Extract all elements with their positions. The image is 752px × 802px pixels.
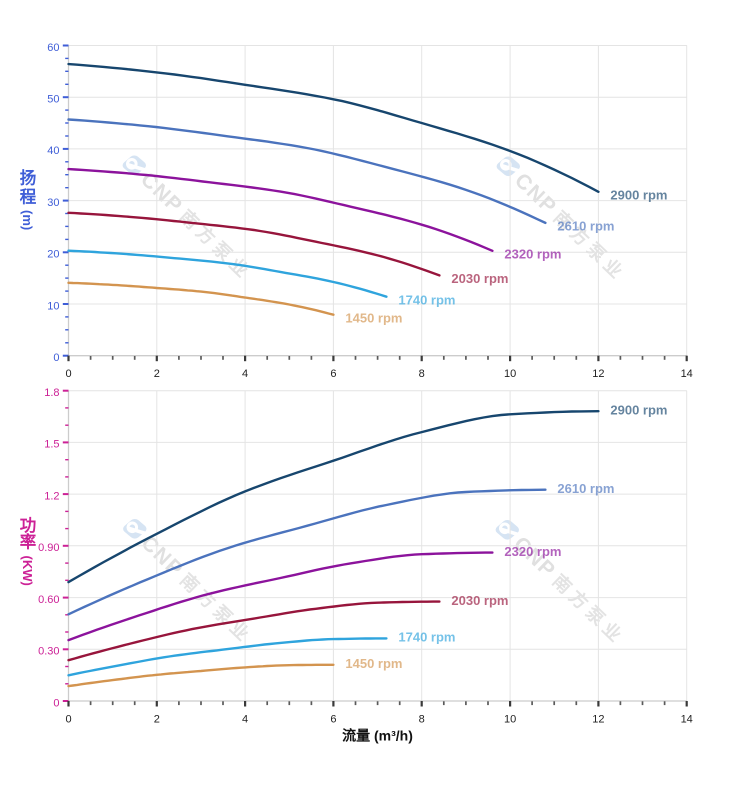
- svg-text:12: 12: [592, 368, 604, 380]
- svg-text:2900 rpm: 2900 rpm: [610, 402, 667, 417]
- svg-text:(m): (m): [20, 210, 35, 230]
- svg-text:0: 0: [53, 352, 59, 364]
- svg-text:6: 6: [330, 368, 336, 380]
- svg-text:2320 rpm: 2320 rpm: [504, 247, 561, 262]
- svg-text:0: 0: [53, 697, 59, 709]
- svg-text:2: 2: [154, 368, 160, 380]
- svg-text:2030 rpm: 2030 rpm: [451, 271, 508, 286]
- svg-text:1740 rpm: 1740 rpm: [398, 630, 455, 645]
- svg-text:0.90: 0.90: [38, 542, 59, 554]
- svg-text:10: 10: [504, 368, 516, 380]
- svg-text:14: 14: [681, 714, 693, 726]
- svg-text:(KW): (KW): [20, 556, 35, 586]
- svg-text:40: 40: [47, 145, 59, 157]
- svg-text:2320 rpm: 2320 rpm: [504, 544, 561, 559]
- svg-text:2610 rpm: 2610 rpm: [557, 219, 614, 234]
- svg-text:30: 30: [47, 197, 59, 209]
- svg-text:10: 10: [504, 714, 516, 726]
- svg-text:0: 0: [65, 368, 71, 380]
- svg-text:20: 20: [47, 249, 59, 261]
- svg-text:2610 rpm: 2610 rpm: [557, 481, 614, 496]
- svg-text:1.2: 1.2: [44, 490, 59, 502]
- svg-text:8: 8: [419, 368, 425, 380]
- svg-text:流量 (m³/h): 流量 (m³/h): [342, 728, 413, 744]
- svg-text:8: 8: [419, 714, 425, 726]
- svg-text:2: 2: [154, 714, 160, 726]
- svg-text:14: 14: [681, 368, 693, 380]
- svg-text:0.60: 0.60: [38, 594, 59, 606]
- svg-text:扬: 扬: [20, 168, 37, 188]
- svg-text:12: 12: [592, 714, 604, 726]
- svg-text:50: 50: [47, 94, 59, 106]
- svg-text:1740 rpm: 1740 rpm: [398, 292, 455, 307]
- svg-text:1450 rpm: 1450 rpm: [345, 310, 402, 325]
- svg-text:0: 0: [65, 714, 71, 726]
- svg-text:2030 rpm: 2030 rpm: [451, 593, 508, 608]
- svg-text:1450 rpm: 1450 rpm: [345, 656, 402, 671]
- svg-text:程: 程: [20, 188, 37, 207]
- svg-text:60: 60: [47, 42, 59, 54]
- svg-text:1.5: 1.5: [44, 439, 59, 451]
- svg-text:4: 4: [242, 368, 248, 380]
- svg-text:10: 10: [47, 300, 59, 312]
- svg-text:率: 率: [20, 532, 37, 552]
- svg-text:2900 rpm: 2900 rpm: [610, 188, 667, 203]
- svg-text:4: 4: [242, 714, 248, 726]
- svg-text:6: 6: [330, 714, 336, 726]
- svg-text:1.8: 1.8: [44, 387, 59, 399]
- svg-text:0.30: 0.30: [38, 646, 59, 658]
- svg-text:功: 功: [20, 516, 37, 535]
